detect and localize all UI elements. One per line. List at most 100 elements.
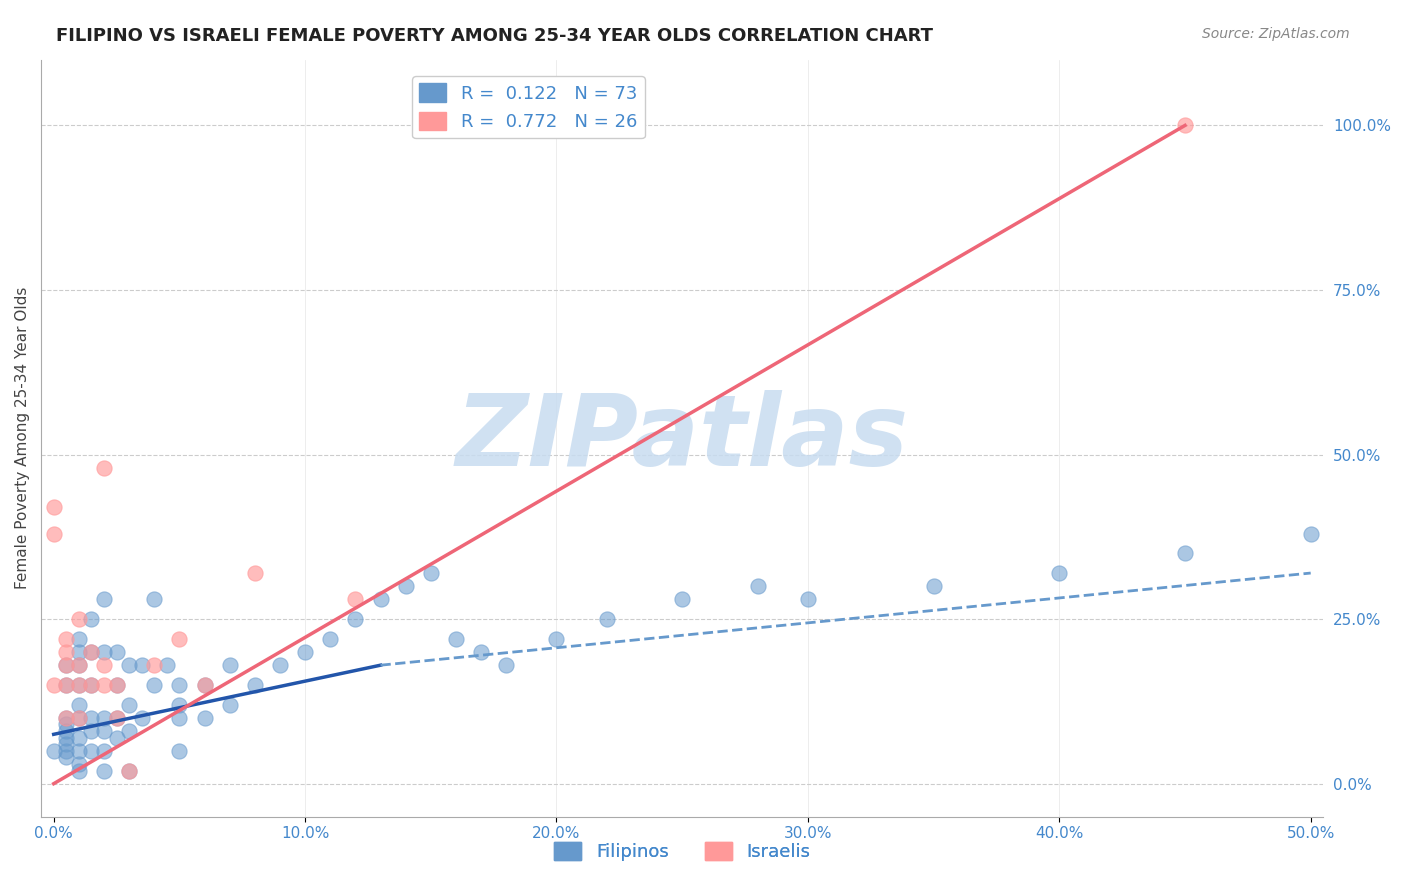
Point [169,632,191,646]
Point [118,698,141,712]
Point [55,737,77,751]
Point [546,632,568,646]
Point [93,460,115,475]
Point [80,612,103,626]
Point [143,658,166,673]
Point [42,500,65,515]
Point [55,632,77,646]
Point [55,731,77,745]
Point [67,744,90,758]
Point [1299,526,1322,541]
Point [80,645,103,659]
Point [55,744,77,758]
Point [93,592,115,607]
Point [80,678,103,692]
Point [370,592,392,607]
Point [319,632,342,646]
Point [169,678,191,692]
Point [131,658,153,673]
Point [93,724,115,739]
Point [495,658,517,673]
Point [80,678,103,692]
Text: Source: ZipAtlas.com: Source: ZipAtlas.com [1202,27,1350,41]
Point [105,711,128,725]
Point [444,632,467,646]
Point [80,744,103,758]
Point [67,658,90,673]
Point [80,711,103,725]
Point [922,579,945,593]
Point [218,658,240,673]
Point [269,658,291,673]
Point [67,698,90,712]
Point [143,592,166,607]
Point [596,612,619,626]
Point [118,658,141,673]
Point [118,724,141,739]
Point [55,717,77,731]
Point [105,678,128,692]
Point [395,579,418,593]
Point [218,698,240,712]
Point [193,678,215,692]
Text: FILIPINO VS ISRAELI FEMALE POVERTY AMONG 25-34 YEAR OLDS CORRELATION CHART: FILIPINO VS ISRAELI FEMALE POVERTY AMONG… [56,27,934,45]
Point [67,678,90,692]
Point [67,731,90,745]
Point [67,612,90,626]
Point [67,645,90,659]
Point [156,658,179,673]
Point [42,526,65,541]
Point [143,678,166,692]
Point [105,731,128,745]
Point [55,658,77,673]
Point [93,645,115,659]
Point [243,566,266,580]
Point [419,566,441,580]
Point [105,711,128,725]
Point [67,756,90,771]
Y-axis label: Female Poverty Among 25-34 Year Olds: Female Poverty Among 25-34 Year Olds [15,287,30,590]
Point [67,711,90,725]
Point [55,724,77,739]
Point [169,698,191,712]
Point [105,678,128,692]
Point [131,711,153,725]
Point [55,645,77,659]
Point [93,744,115,758]
Point [105,645,128,659]
Point [470,645,492,659]
Point [67,632,90,646]
Point [1174,546,1197,560]
Point [42,678,65,692]
Point [67,678,90,692]
Point [55,711,77,725]
Point [67,764,90,778]
Point [67,711,90,725]
Point [55,678,77,692]
Point [671,592,693,607]
Point [93,764,115,778]
Point [55,711,77,725]
Point [93,658,115,673]
Point [93,678,115,692]
Point [193,711,215,725]
Point [1047,566,1070,580]
Point [747,579,769,593]
Point [169,744,191,758]
Point [93,711,115,725]
Point [344,612,367,626]
Point [67,658,90,673]
Point [42,744,65,758]
Point [797,592,820,607]
Point [243,678,266,692]
Point [193,678,215,692]
Point [118,764,141,778]
Point [55,750,77,764]
Point [80,724,103,739]
Point [55,658,77,673]
Legend: Filipinos, Israelis: Filipinos, Israelis [547,834,817,868]
Point [169,711,191,725]
Point [344,592,367,607]
Point [1174,119,1197,133]
Point [80,645,103,659]
